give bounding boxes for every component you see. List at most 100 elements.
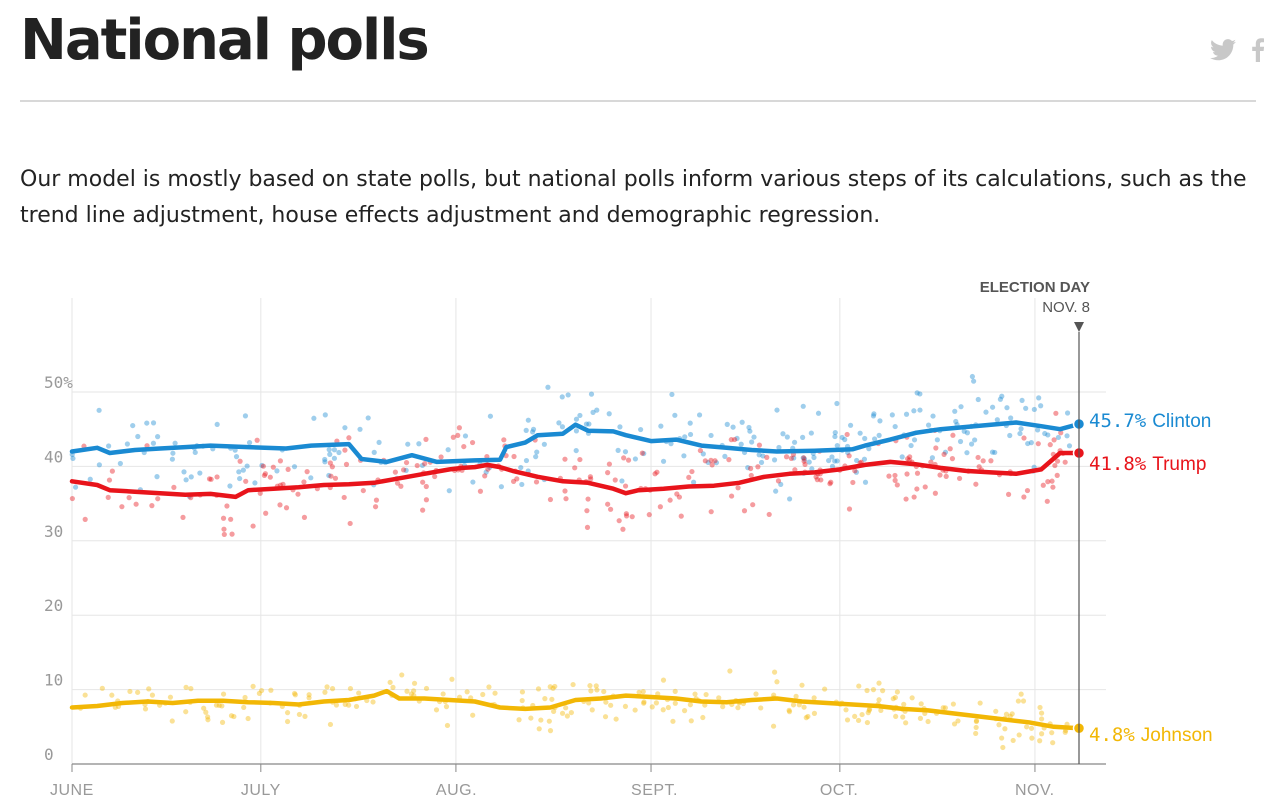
twitter-icon[interactable] (1210, 39, 1236, 61)
poll-dot-johnson (547, 728, 554, 734)
poll-dot-johnson (528, 715, 534, 721)
poll-dot-johnson (231, 713, 237, 720)
poll-dot-clinton (780, 431, 786, 437)
poll-dot-trump (1047, 442, 1053, 448)
poll-dot-trump (755, 464, 761, 470)
poll-dot-clinton (1064, 410, 1071, 416)
poll-dot-trump (420, 507, 426, 513)
poll-dot-johnson (346, 702, 352, 708)
poll-dot-johnson (925, 718, 931, 725)
poll-dot-trump (304, 469, 310, 475)
poll-dot-johnson (602, 714, 609, 720)
poll-dot-clinton (942, 449, 949, 455)
poll-dot-johnson (665, 704, 671, 711)
poll-dot-johnson (603, 699, 609, 705)
poll-dot-johnson (852, 713, 858, 720)
trend-line-johnson (69, 688, 1082, 731)
poll-dot-trump (328, 473, 334, 479)
poll-dot-johnson (302, 713, 308, 719)
poll-dot-clinton (903, 411, 910, 417)
poll-dot-johnson (99, 685, 105, 691)
poll-dot-johnson (855, 717, 862, 724)
poll-dot-trump (301, 479, 307, 485)
poll-dot-johnson (486, 684, 492, 690)
poll-dot-trump (469, 439, 476, 446)
page-title: National polls (20, 8, 430, 73)
poll-dot-clinton (749, 439, 755, 445)
poll-dot-trump (228, 516, 234, 522)
poll-dot-clinton (117, 460, 123, 467)
poll-dot-clinton (606, 411, 612, 417)
poll-dot-clinton (957, 438, 964, 445)
poll-dot-johnson (516, 717, 522, 723)
poll-dot-johnson (703, 691, 709, 698)
poll-dot-johnson (220, 691, 227, 697)
poll-dot-trump (1052, 462, 1058, 469)
poll-dot-johnson (449, 676, 455, 682)
x-month-label: JUNE (50, 782, 94, 799)
poll-dot-johnson (444, 722, 451, 729)
poll-dot-johnson (411, 680, 418, 686)
poll-dot-johnson (1039, 716, 1045, 722)
poll-dot-trump (766, 511, 772, 518)
poll-dot-trump (1054, 458, 1061, 464)
poll-dot-clinton (525, 417, 531, 423)
poll-dot-clinton (615, 447, 621, 453)
poll-dot-johnson (242, 694, 248, 701)
poll-dot-clinton (169, 456, 175, 462)
poll-dot-johnson (1039, 731, 1045, 737)
poll-dot-johnson (258, 687, 265, 694)
poll-dot-clinton (308, 475, 314, 481)
poll-dot-trump (932, 490, 938, 496)
poll-dot-johnson (880, 688, 886, 694)
poll-dot-clinton (641, 450, 647, 457)
poll-dot-johnson (564, 713, 570, 719)
poll-dot-trump (621, 455, 627, 461)
poll-dot-clinton (326, 447, 332, 453)
poll-dot-trump (257, 490, 263, 496)
poll-dot-clinton (854, 457, 860, 464)
poll-dot-johnson (973, 718, 980, 724)
poll-dot-johnson (720, 704, 726, 710)
facebook-icon[interactable] (1252, 38, 1264, 62)
poll-dot-trump (973, 481, 979, 487)
poll-dot-clinton (934, 437, 940, 443)
poll-dot-johnson (864, 687, 870, 694)
poll-dot-clinton (559, 394, 565, 400)
poll-dot-trump (943, 473, 949, 480)
poll-dot-johnson (786, 709, 793, 715)
poll-dot-johnson (245, 715, 251, 722)
poll-dot-trump (933, 445, 939, 451)
y-tick-label: 0 (44, 745, 54, 764)
poll-dot-clinton (857, 430, 863, 436)
poll-dot-clinton (144, 420, 150, 426)
poll-dot-trump (260, 463, 266, 469)
poll-dot-clinton (705, 459, 711, 466)
poll-dot-johnson (1000, 744, 1006, 751)
poll-dot-trump (455, 432, 461, 439)
poll-dot-johnson (1009, 711, 1015, 717)
poll-dot-trump (126, 495, 132, 501)
poll-dot-johnson (636, 689, 642, 695)
poll-dot-clinton (342, 425, 348, 431)
poll-dot-trump (783, 454, 790, 460)
poll-dot-johnson (876, 697, 882, 703)
poll-dot-clinton (416, 441, 422, 447)
poll-dot-trump (277, 502, 283, 508)
poll-dot-trump (485, 466, 491, 472)
poll-dot-clinton (236, 469, 242, 475)
poll-dot-trump (625, 457, 632, 463)
poll-dot-clinton (997, 396, 1004, 402)
poll-dot-clinton (150, 440, 157, 446)
poll-dot-trump (612, 477, 618, 483)
poll-dot-johnson (551, 708, 557, 715)
poll-dot-clinton (1064, 433, 1070, 439)
poll-dot-trump (423, 497, 430, 503)
poll-dot-johnson (594, 687, 600, 693)
poll-dot-trump (149, 503, 155, 509)
poll-dot-trump (892, 477, 898, 483)
poll-dot-johnson (284, 718, 291, 725)
poll-dot-clinton (403, 467, 409, 473)
poll-dot-johnson (1028, 725, 1035, 731)
